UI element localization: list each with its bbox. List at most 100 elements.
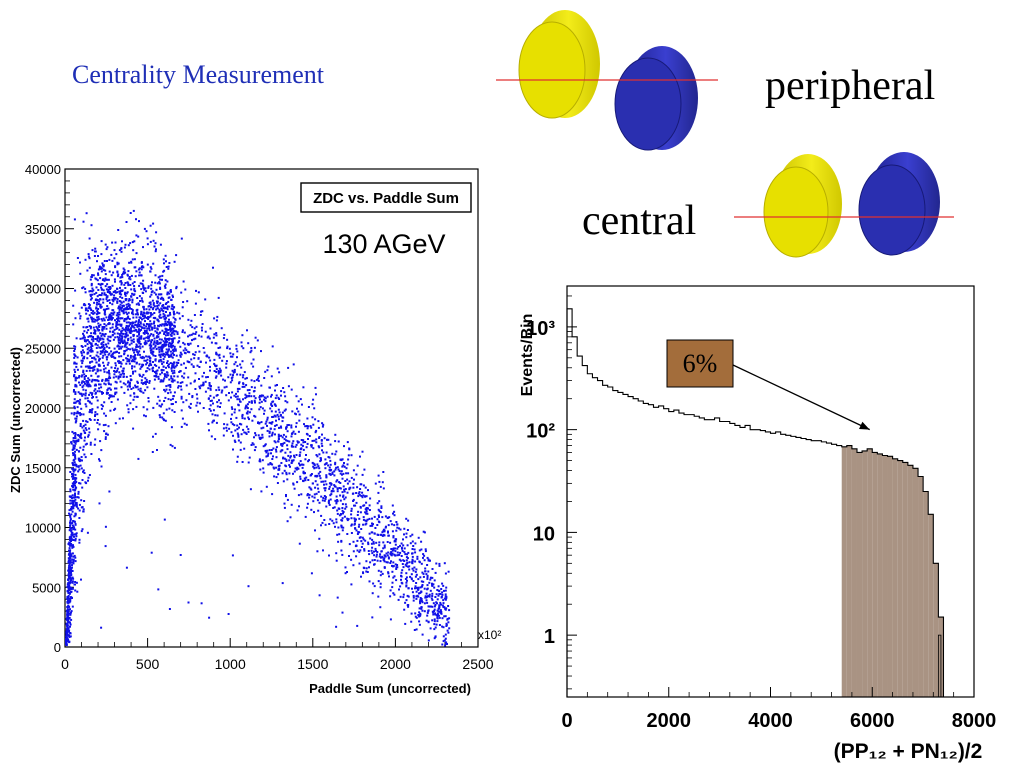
scatter-point: [321, 449, 323, 452]
scatter-point: [87, 253, 90, 256]
scatter-point: [334, 463, 337, 466]
scatter-point: [73, 515, 76, 518]
scatter-point: [110, 315, 113, 318]
scatter-point: [416, 557, 419, 560]
scatter-point: [405, 572, 408, 575]
scatter-point: [153, 320, 156, 323]
scatter-point: [385, 525, 387, 528]
scatter-point: [179, 354, 182, 357]
scatter-point: [148, 305, 151, 308]
scatter-point: [119, 295, 122, 298]
scatter-point: [169, 350, 172, 353]
scatter-point: [253, 436, 255, 439]
scatter-point: [116, 312, 119, 315]
scatter-point: [82, 371, 85, 374]
scatter-point: [107, 339, 110, 342]
scatter-point: [100, 294, 103, 297]
scatter-point: [300, 443, 303, 446]
scatter-point: [125, 326, 127, 329]
scatter-point: [285, 435, 288, 438]
scatter-point: [212, 266, 214, 269]
scatter-point: [434, 635, 437, 638]
scatter-point: [74, 533, 77, 536]
scatter-point: [194, 302, 197, 305]
scatter-point: [110, 354, 113, 357]
scatter-point: [203, 351, 206, 354]
scatter-point: [138, 324, 141, 326]
scatter-point: [142, 337, 145, 340]
scatter-point: [348, 543, 351, 546]
scatter-point: [73, 447, 76, 450]
scatter-point: [141, 326, 144, 329]
scatter-point: [100, 270, 103, 273]
scatter-point: [136, 308, 139, 311]
scatter-point: [281, 420, 284, 423]
scatter-point: [334, 440, 337, 443]
scatter-point: [85, 326, 88, 329]
scatter-point: [133, 395, 136, 398]
scatter-point: [162, 412, 165, 415]
scatter-point: [329, 518, 332, 521]
scatter-point: [180, 237, 183, 240]
scatter-point: [355, 492, 358, 494]
scatter-point: [379, 586, 382, 589]
scatter-point: [385, 561, 388, 564]
scatter-point: [154, 274, 157, 277]
scatter-point: [192, 353, 195, 356]
scatter-point: [335, 521, 338, 524]
scatter-point: [433, 623, 436, 626]
scatter-point: [115, 381, 118, 384]
scatter-point: [137, 388, 140, 391]
scatter-point: [117, 341, 120, 344]
scatter-point: [155, 342, 158, 345]
scatter-point: [380, 556, 382, 559]
scatter-point: [132, 316, 135, 319]
scatter-point: [69, 518, 72, 521]
scatter-point: [381, 572, 384, 575]
scatter-point: [201, 310, 204, 313]
scatter-point: [169, 342, 172, 345]
scatter-point: [343, 445, 345, 448]
scatter-point: [126, 334, 129, 337]
scatter-point: [313, 511, 315, 514]
scatter-point: [364, 495, 367, 498]
scatter-point: [69, 580, 72, 583]
scatter-point: [266, 424, 268, 427]
scatter-point: [321, 445, 324, 447]
scatter-point: [77, 438, 80, 441]
scatter-point: [335, 466, 338, 469]
scatter-point: [109, 301, 111, 304]
scatter-point: [277, 433, 280, 436]
scatter-point: [236, 460, 239, 463]
scatter-point: [152, 239, 155, 242]
scatter-point: [361, 542, 364, 545]
scatter-point: [136, 311, 139, 314]
scatter-point: [138, 350, 141, 353]
scatter-point: [186, 300, 189, 303]
scatter-point: [181, 417, 184, 420]
scatter-point: [368, 532, 371, 535]
scatter-point: [360, 575, 362, 578]
scatter-point: [206, 376, 209, 378]
scatter-point: [431, 582, 433, 585]
scatter-point: [88, 431, 91, 434]
scatter-point: [118, 300, 121, 302]
scatter-point: [130, 308, 133, 310]
scatter-point: [241, 334, 244, 337]
scatter-point: [288, 472, 291, 475]
scatter-point: [218, 353, 221, 356]
scatter-point: [139, 317, 142, 319]
scatter-point: [150, 291, 153, 294]
scatter-point: [258, 460, 261, 463]
scatter-point: [225, 394, 228, 397]
scatter-point: [377, 595, 380, 598]
scatter-x-tick-label: 1000: [215, 656, 246, 672]
scatter-point: [398, 527, 400, 530]
scatter-point: [310, 572, 313, 575]
scatter-point: [264, 397, 267, 400]
scatter-point: [185, 423, 188, 426]
scatter-point: [365, 495, 368, 498]
scatter-point: [170, 290, 172, 293]
scatter-point: [152, 366, 155, 369]
scatter-point: [226, 423, 229, 426]
